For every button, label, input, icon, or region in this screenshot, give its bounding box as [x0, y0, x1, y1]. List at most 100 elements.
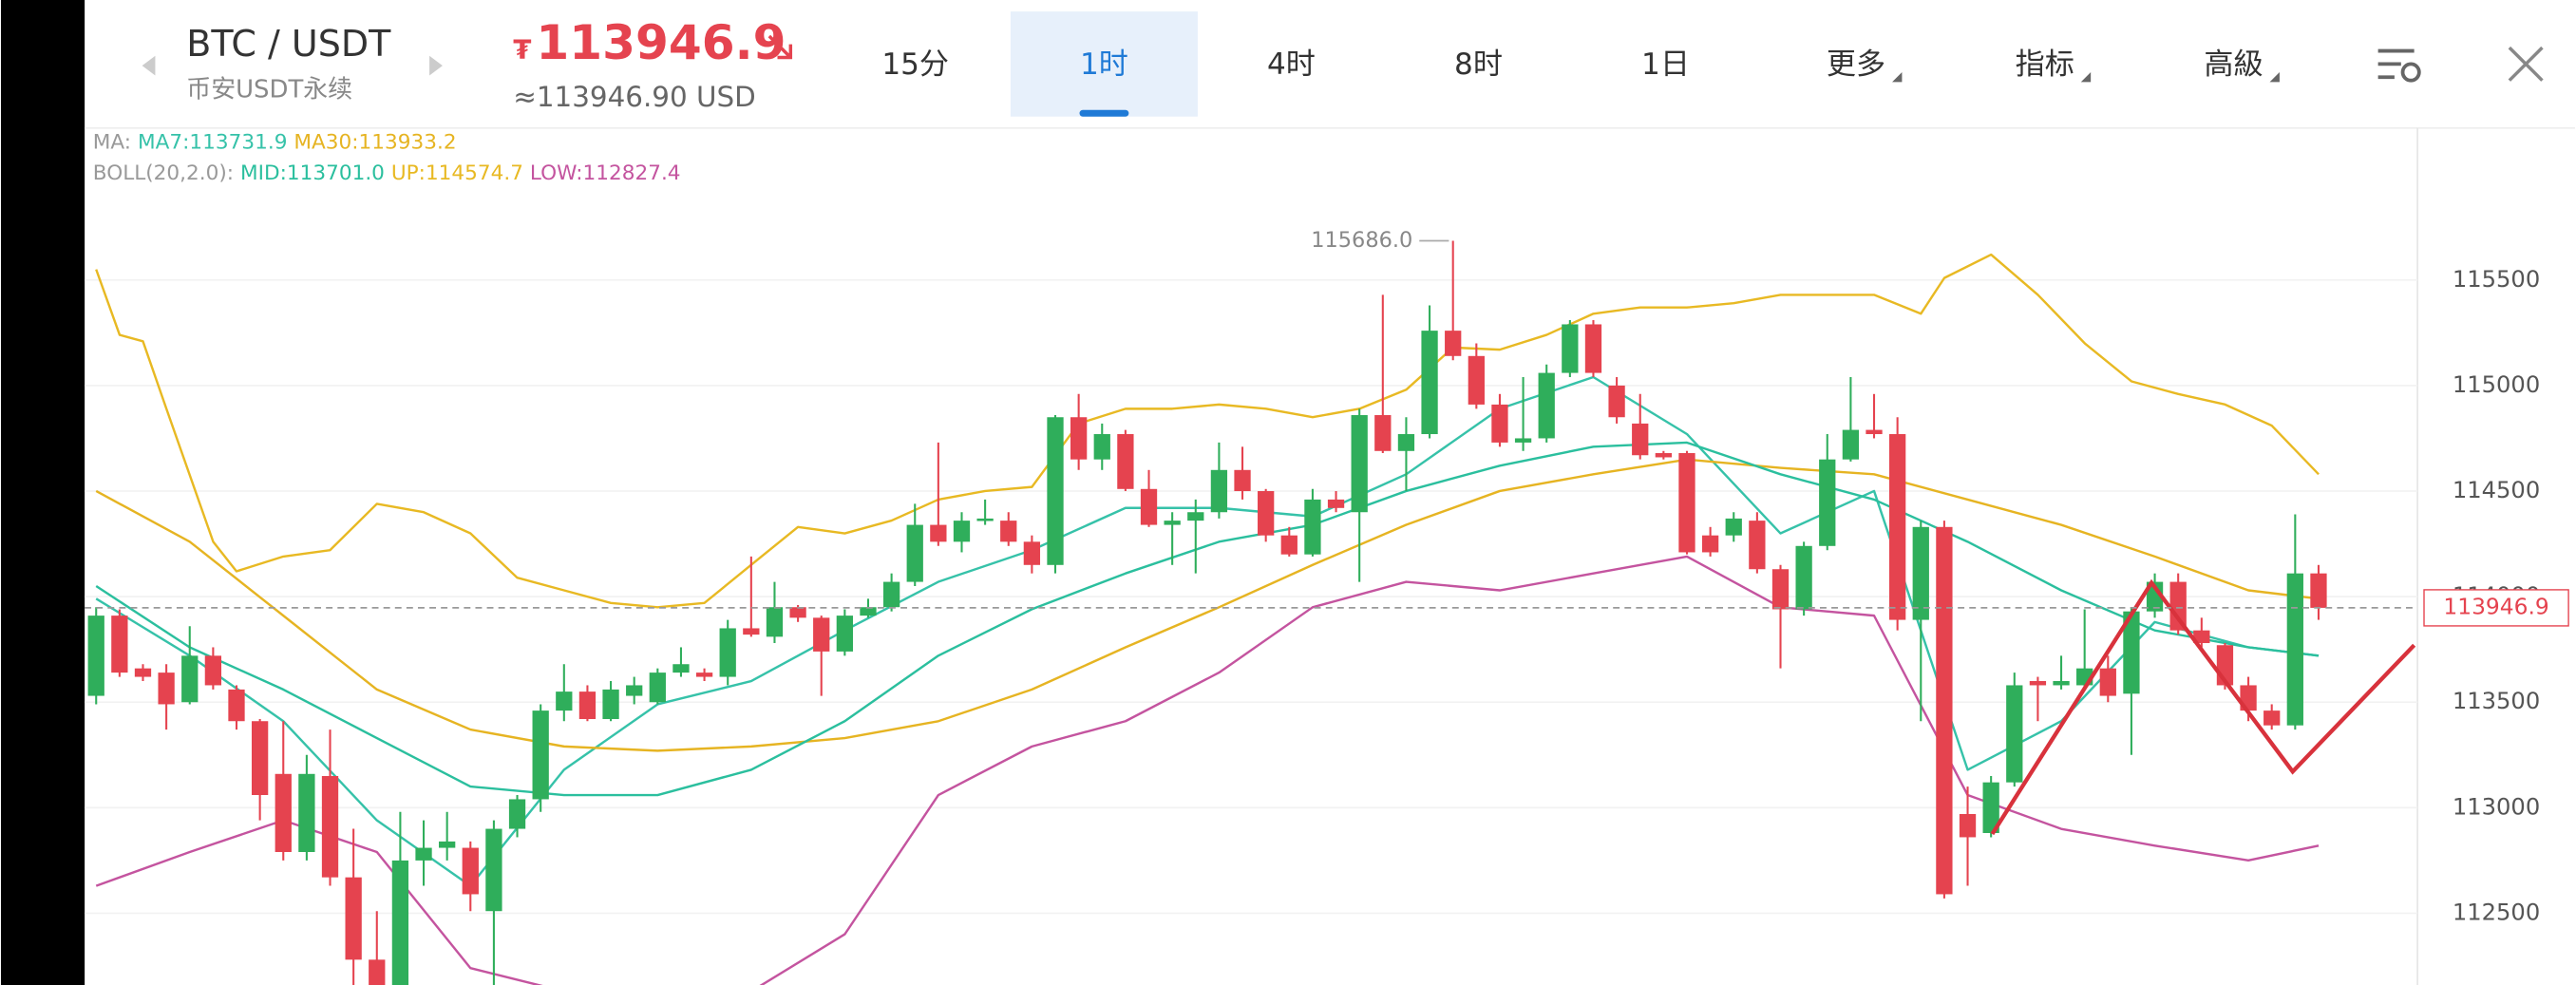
high-label: 115686.0: [1311, 228, 1412, 253]
tab[interactable]: 8时: [1454, 47, 1503, 82]
candle-body: [1070, 417, 1088, 460]
left-edge: [0, 0, 85, 985]
candle-body: [1351, 415, 1368, 513]
candle-body: [1140, 488, 1158, 525]
tab[interactable]: 1日: [1641, 47, 1690, 82]
candle-body: [321, 776, 339, 878]
candle-body: [1514, 438, 1532, 443]
candle-body: [1210, 469, 1228, 513]
candle-body: [1000, 521, 1017, 542]
candle-body: [860, 607, 877, 616]
candle-body: [2006, 685, 2023, 783]
candle-body: [1280, 535, 1297, 555]
legend-entry: UP:114574.7: [391, 161, 523, 185]
candle-body: [649, 672, 666, 703]
tab[interactable]: 1时: [1080, 47, 1128, 82]
price: 113946.9: [536, 14, 786, 70]
candle-body: [532, 710, 549, 800]
candle-body: [439, 841, 456, 848]
candle-body: [1047, 417, 1064, 565]
candle-body: [485, 828, 502, 912]
candle-body: [1959, 814, 1977, 838]
candle-body: [1093, 434, 1110, 460]
candle-body: [556, 691, 573, 711]
candle-body: [251, 721, 269, 796]
price-axis: 1155001150001145001140001135001130001125…: [85, 228, 2569, 925]
tabs: 15分 1时 4时 8时 1日 更多 指标 高級: [881, 47, 2280, 83]
active-tab-bg: [1010, 11, 1198, 117]
legend-entry: MA7:113731.9: [138, 130, 287, 154]
legend-entry: MID:113701.0: [240, 161, 385, 185]
candle-body: [1795, 545, 1812, 610]
tab[interactable]: 指标: [2016, 47, 2074, 82]
candle-body: [1304, 499, 1321, 555]
candle-body: [2029, 681, 2047, 686]
candle-body: [2099, 668, 2116, 696]
y-tick-label: 113500: [2453, 688, 2540, 714]
candle-body: [2053, 681, 2070, 686]
indicator-line: [95, 253, 2320, 609]
prev-arrow[interactable]: [142, 55, 156, 76]
next-arrow[interactable]: [429, 55, 443, 76]
tab-dropdown-mark: [2080, 72, 2092, 83]
tab[interactable]: 更多: [1827, 47, 1885, 82]
candle-body: [2286, 573, 2303, 726]
candle-body: [1842, 429, 1860, 460]
settings-icon[interactable]: [2377, 48, 2421, 83]
candle-body: [1234, 469, 1251, 492]
candle-body: [1584, 324, 1602, 373]
candle-body: [1491, 404, 1508, 443]
candle-body: [882, 581, 900, 608]
candle-body: [345, 877, 362, 960]
candle-body: [1187, 512, 1204, 521]
legend-prefix: BOLL(20,2.0):: [93, 161, 234, 185]
tab[interactable]: 15分: [881, 47, 949, 82]
candle-body: [1655, 453, 1672, 458]
trend-drawing: [1990, 578, 2416, 836]
close-button[interactable]: [2508, 46, 2544, 82]
candle-body: [1397, 434, 1415, 451]
candle-body: [2146, 581, 2164, 612]
price-usd: ≈113946.90 USD: [513, 81, 756, 113]
candle-body: [204, 655, 222, 686]
candle-body: [1562, 324, 1579, 373]
market: 币安USDT永续: [186, 76, 352, 104]
tab-dropdown-mark: [2269, 72, 2280, 83]
indicator-line: [95, 458, 2320, 752]
candle-body: [2263, 710, 2281, 726]
y-tick-label: 115500: [2453, 266, 2540, 293]
candle-body: [578, 691, 597, 720]
candle-body: [953, 521, 971, 542]
y-tick-label: 112500: [2453, 899, 2540, 925]
candle-body: [462, 847, 479, 895]
candle-body: [181, 655, 199, 703]
candle-body: [1912, 526, 1929, 620]
y-tick-label: 114500: [2453, 477, 2540, 503]
last-price-label: 113946.9: [2443, 593, 2548, 619]
candle-body: [1678, 453, 1695, 553]
candle-body: [2169, 581, 2187, 631]
candle-body: [695, 672, 713, 677]
candle-body: [1749, 521, 1766, 570]
tab[interactable]: 4时: [1267, 47, 1316, 82]
candle-body: [813, 617, 830, 652]
candle-body: [1632, 423, 1649, 456]
candle-body: [415, 847, 432, 861]
ma-legend: MA: MA7:113731.9 MA30:113933.2: [93, 130, 457, 154]
y-tick-label: 115000: [2453, 371, 2540, 398]
candle-body: [1164, 521, 1181, 525]
candle-body: [743, 628, 760, 635]
tab[interactable]: 高級: [2204, 47, 2263, 82]
candle-body: [87, 616, 104, 696]
candle-body: [2310, 573, 2327, 608]
candle-body: [228, 689, 245, 722]
candle-body: [1023, 541, 1041, 565]
legend-prefix: MA:: [93, 130, 131, 154]
candle-body: [1538, 372, 1555, 439]
candle-body: [1445, 331, 1462, 356]
candle-body: [906, 524, 923, 582]
candle-body: [836, 616, 853, 652]
candle-body: [1725, 518, 1742, 536]
